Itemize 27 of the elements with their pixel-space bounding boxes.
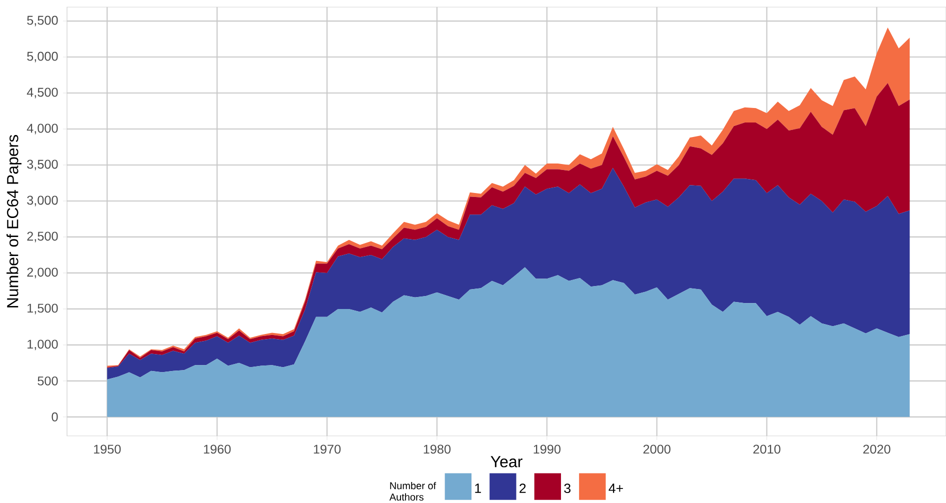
legend-label: 2 xyxy=(520,484,526,493)
y-tick-label: 1,500 xyxy=(28,304,58,314)
x-tick-label: 1990 xyxy=(534,444,560,454)
legend-title: Number of Authors xyxy=(389,482,436,501)
y-tick-label: 5,500 xyxy=(27,16,58,26)
legend-label: 4+ xyxy=(608,484,623,493)
y-tick-label: 2,000 xyxy=(27,268,58,278)
y-tick-label: 1,000 xyxy=(28,340,58,350)
x-tick-label: 2000 xyxy=(643,444,670,454)
x-tick-label: 1950 xyxy=(94,444,121,454)
x-axis-title: Year xyxy=(490,456,522,468)
y-tick-label: 5,000 xyxy=(27,52,58,62)
y-tick-label: 4,000 xyxy=(26,124,58,134)
y-tick-label: 0 xyxy=(52,412,58,422)
legend-label: 1 xyxy=(475,484,481,493)
y-tick-label: 2,500 xyxy=(27,232,58,242)
x-tick-label: 1980 xyxy=(424,444,451,454)
y-tick-label: 3,000 xyxy=(27,196,58,206)
y-tick-label: 3,500 xyxy=(27,160,58,170)
x-tick-label: 2020 xyxy=(863,444,890,454)
x-tick-label: 1960 xyxy=(204,444,231,454)
y-tick-label: 4,500 xyxy=(26,88,58,98)
legend-label: 3 xyxy=(564,484,570,494)
y-tick-label: 500 xyxy=(38,376,58,386)
x-tick-label: 2010 xyxy=(753,444,780,454)
x-tick-label: 1970 xyxy=(314,444,341,454)
y-axis-title: Number of EC64 Papers xyxy=(6,134,22,308)
